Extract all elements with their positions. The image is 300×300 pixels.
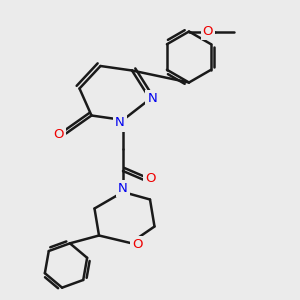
Text: N: N [148,92,157,106]
Text: N: N [115,116,125,130]
Text: O: O [145,172,156,185]
Text: O: O [203,25,213,38]
Text: O: O [53,128,64,142]
Text: N: N [118,182,128,195]
Text: O: O [132,238,142,251]
